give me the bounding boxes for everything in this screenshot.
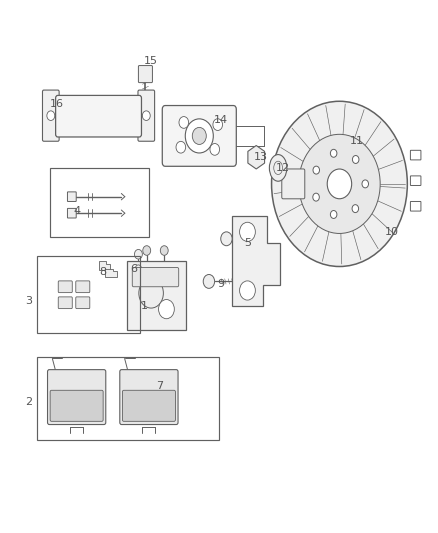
Circle shape (213, 119, 223, 131)
FancyBboxPatch shape (42, 90, 59, 141)
Text: 6: 6 (130, 264, 137, 274)
Circle shape (143, 246, 151, 255)
FancyBboxPatch shape (47, 370, 106, 424)
Text: 1: 1 (141, 302, 148, 311)
Text: 9: 9 (218, 279, 225, 288)
Circle shape (327, 169, 352, 199)
Circle shape (134, 249, 142, 259)
Polygon shape (248, 146, 265, 169)
Circle shape (240, 222, 255, 241)
Circle shape (240, 281, 255, 300)
FancyBboxPatch shape (282, 169, 305, 199)
Circle shape (330, 211, 337, 219)
Text: 5: 5 (244, 238, 251, 247)
FancyBboxPatch shape (56, 95, 141, 137)
Circle shape (159, 300, 174, 319)
Circle shape (142, 111, 150, 120)
FancyBboxPatch shape (120, 370, 178, 424)
FancyBboxPatch shape (67, 208, 76, 218)
Ellipse shape (269, 155, 287, 181)
FancyBboxPatch shape (138, 90, 155, 141)
Circle shape (353, 156, 359, 164)
Text: 13: 13 (254, 152, 268, 162)
FancyBboxPatch shape (138, 66, 152, 83)
FancyBboxPatch shape (58, 297, 72, 309)
FancyBboxPatch shape (58, 281, 72, 293)
Circle shape (272, 101, 407, 266)
FancyBboxPatch shape (50, 390, 103, 421)
Text: 11: 11 (350, 136, 364, 146)
Circle shape (203, 274, 215, 288)
FancyBboxPatch shape (76, 281, 90, 293)
Polygon shape (232, 216, 280, 306)
Circle shape (139, 278, 163, 308)
Text: 7: 7 (156, 382, 163, 391)
Circle shape (330, 149, 337, 157)
FancyBboxPatch shape (162, 106, 237, 166)
FancyBboxPatch shape (123, 390, 175, 421)
Circle shape (47, 111, 55, 120)
Bar (50, 168, 149, 237)
Text: 4: 4 (73, 206, 80, 215)
Polygon shape (99, 261, 110, 270)
Text: 16: 16 (50, 99, 64, 109)
Circle shape (221, 232, 232, 246)
Circle shape (352, 205, 359, 213)
Circle shape (313, 193, 319, 201)
FancyBboxPatch shape (67, 192, 76, 201)
Circle shape (299, 134, 380, 233)
Text: 15: 15 (144, 56, 158, 66)
Circle shape (185, 119, 213, 153)
Circle shape (313, 166, 320, 174)
Text: 2: 2 (25, 398, 32, 407)
Polygon shape (127, 261, 186, 330)
Text: 8: 8 (99, 267, 106, 277)
Circle shape (176, 141, 186, 153)
Text: 3: 3 (25, 296, 32, 306)
Circle shape (362, 180, 368, 188)
Text: 12: 12 (276, 163, 290, 173)
Circle shape (179, 117, 189, 128)
Polygon shape (105, 269, 117, 277)
Circle shape (210, 143, 219, 155)
Text: 14: 14 (214, 115, 228, 125)
FancyBboxPatch shape (132, 268, 179, 287)
FancyBboxPatch shape (76, 297, 90, 309)
Circle shape (160, 246, 168, 255)
Bar (37, 256, 140, 333)
Bar (37, 357, 219, 440)
Circle shape (251, 151, 261, 164)
Text: 10: 10 (385, 227, 399, 237)
Circle shape (192, 127, 206, 144)
